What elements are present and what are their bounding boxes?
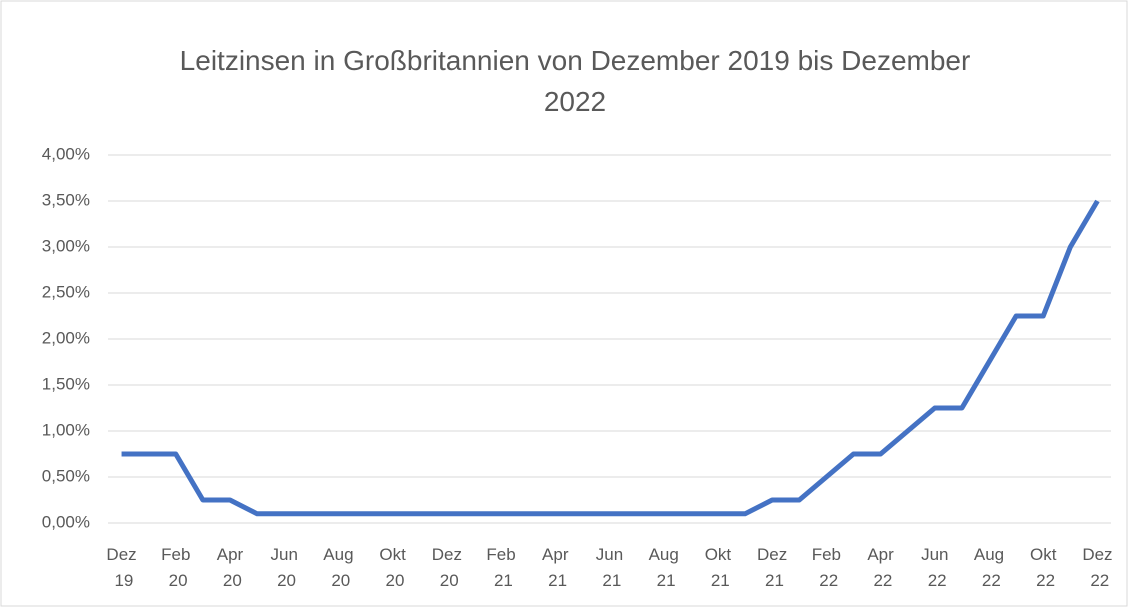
- x-tick-label: Okt 20: [379, 545, 406, 590]
- x-tick-label: Dez 22: [1082, 545, 1112, 590]
- y-tick-label: 3,00%: [42, 236, 90, 255]
- line-series: [121, 199, 1100, 517]
- x-tick-label: Apr 21: [542, 545, 569, 590]
- y-tick-label: 4,00%: [42, 144, 90, 163]
- x-tick-label: Apr 20: [217, 545, 244, 590]
- x-tick-label: Jun 21: [596, 545, 623, 590]
- x-tick-label: Jun 22: [921, 545, 948, 590]
- x-tick-label: Dez 20: [432, 545, 462, 590]
- y-tick-label: 1,00%: [42, 420, 90, 439]
- x-tick-label: Aug 21: [649, 545, 679, 590]
- y-tick-label: 2,50%: [42, 282, 90, 301]
- x-tick-label: Feb 21: [486, 545, 515, 590]
- x-tick-label: Aug 22: [974, 545, 1004, 590]
- x-tick-label: Feb 22: [812, 545, 841, 590]
- x-tick-label: Jun 20: [270, 545, 297, 590]
- x-tick-label: Apr 22: [867, 545, 894, 590]
- y-tick-label: 3,50%: [42, 190, 90, 209]
- x-tick-label: Dez 21: [757, 545, 787, 590]
- y-tick-label: 0,50%: [42, 466, 90, 485]
- y-tick-label: 0,00%: [42, 512, 90, 531]
- x-tick-label: Feb 20: [161, 545, 190, 590]
- x-tick-label: Okt 21: [705, 545, 732, 590]
- chart-title: Leitzinsen in Großbritannien von Dezembe…: [179, 45, 971, 117]
- x-tick-label: Aug 20: [323, 545, 353, 590]
- y-tick-label: 1,50%: [42, 374, 90, 393]
- y-tick-label: 2,00%: [42, 328, 90, 347]
- x-tick-label: Dez 19: [106, 545, 136, 590]
- x-tick-label: Okt 22: [1030, 545, 1057, 590]
